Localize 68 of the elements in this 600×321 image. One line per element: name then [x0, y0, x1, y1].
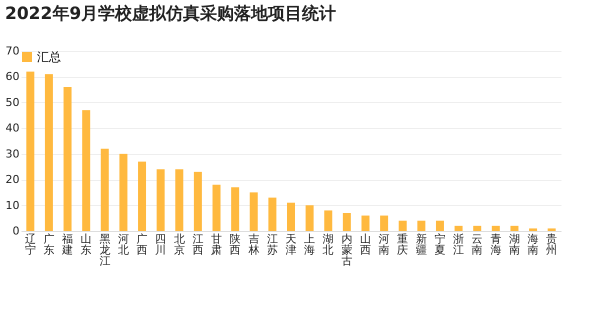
- y-tick-label: 60: [6, 70, 20, 84]
- bar: [436, 220, 444, 231]
- x-tick-label: 上海: [304, 232, 316, 256]
- x-tick-label: 河南: [378, 232, 390, 256]
- x-tick-label: 重庆: [397, 232, 408, 256]
- x-tick-label: 浙江: [453, 232, 464, 256]
- x-tick-label: 四川: [155, 232, 166, 256]
- x-tick-label: 新疆: [416, 232, 427, 256]
- x-tick-label: 内蒙古: [341, 232, 352, 268]
- x-tick-label: 湖北: [322, 232, 334, 256]
- bar: [212, 184, 221, 231]
- bar: [82, 110, 90, 231]
- bar: [342, 213, 351, 231]
- x-tick-label: 福建: [61, 232, 74, 256]
- legend-label: 汇总: [37, 50, 61, 64]
- x-tick-label: 贵州: [546, 232, 558, 256]
- x-tick-label: 湖南: [508, 232, 520, 256]
- x-tick-label: 陕西: [230, 232, 241, 256]
- bar: [529, 228, 538, 231]
- x-tick-label: 江苏: [266, 232, 278, 256]
- bar: [194, 172, 202, 231]
- x-tick-label: 江西: [192, 232, 204, 256]
- bar: [119, 154, 128, 231]
- bar: [250, 192, 258, 231]
- bar: [324, 210, 332, 231]
- y-tick-label: 10: [6, 198, 20, 212]
- bar: [492, 226, 500, 231]
- y-tick-label: 30: [6, 147, 20, 160]
- chart-title: 2022年9月学校虚拟仿真采购落地项目统计: [5, 4, 336, 24]
- bar: [64, 87, 72, 231]
- bar: [510, 226, 518, 231]
- x-tick-label: 山西: [360, 232, 371, 256]
- x-tick-label: 青海: [490, 232, 502, 256]
- y-tick-label: 0: [12, 224, 20, 238]
- bar: [231, 187, 240, 231]
- bar: [287, 202, 295, 231]
- y-tick-label: 20: [6, 173, 20, 186]
- bar: [306, 205, 314, 231]
- bar: [380, 216, 388, 231]
- bar: [26, 72, 34, 231]
- y-tick-label: 50: [6, 96, 20, 109]
- x-tick-label: 北京: [174, 232, 185, 256]
- x-tick-label: 山东: [80, 232, 92, 256]
- x-tick-label: 河北: [118, 232, 129, 256]
- bar: [361, 216, 370, 231]
- x-tick-label: 黑龙江: [99, 232, 110, 268]
- y-tick-label: 70: [6, 44, 20, 58]
- bar: [100, 148, 109, 231]
- bar: [548, 228, 556, 231]
- bar: [44, 74, 53, 231]
- bar: [473, 226, 482, 231]
- y-tick-label: 40: [6, 122, 20, 135]
- bar: [156, 169, 165, 231]
- bar: [398, 220, 407, 231]
- x-tick-label: 宁夏: [434, 232, 446, 256]
- x-tick-label: 云南: [472, 232, 483, 256]
- x-tick-label: 广东: [43, 232, 54, 256]
- x-tick-label: 天津: [286, 232, 296, 256]
- bar: [175, 169, 184, 231]
- bar: [138, 162, 146, 231]
- bar: [417, 220, 426, 231]
- x-tick-label: 吉林: [247, 232, 260, 256]
- x-tick-label: 辽宁: [24, 232, 36, 256]
- bar: [454, 226, 463, 231]
- x-tick-label: 甘肃: [211, 232, 222, 256]
- x-tick-label: 海南: [528, 232, 539, 256]
- bar: [268, 198, 276, 231]
- x-tick-label: 广西: [136, 232, 148, 256]
